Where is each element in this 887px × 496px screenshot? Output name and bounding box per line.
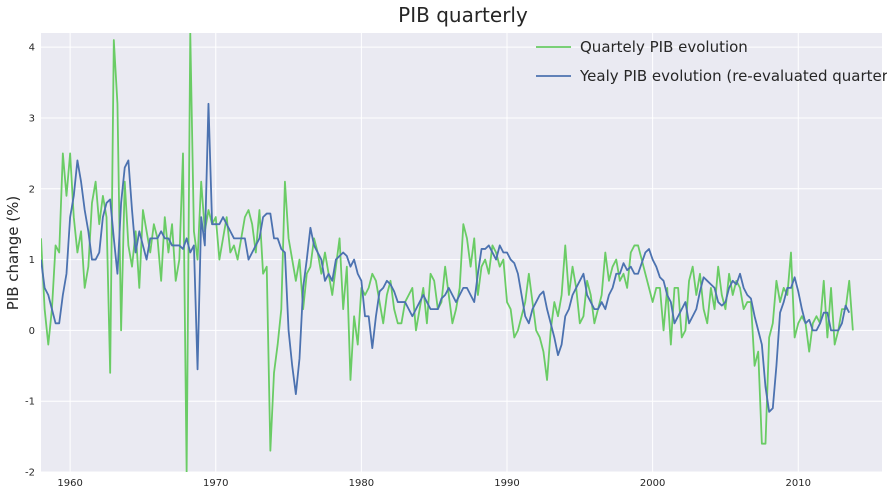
tick-labels: -2 -1 0 1 2 3 4 1960 1970 1980 1990 2000 2010 [25,43,811,489]
y-axis-label: PIB change (%) [4,196,22,310]
x-tick-label: 1980 [349,478,374,489]
legend-label: Quartely PIB evolution [580,38,748,56]
y-tick-label: 3 [29,113,35,124]
y-tick-label: 1 [29,255,35,266]
legend: Quartely PIB evolution Yealy PIB evolutio… [536,38,887,85]
x-tick-label: 1960 [57,478,82,489]
chart-title: PIB quarterly [398,3,528,27]
x-tick-label: 1990 [494,478,519,489]
x-tick-label: 1970 [203,478,228,489]
y-tick-label: 0 [29,326,35,337]
series-group [41,33,854,472]
y-tick-label: -2 [25,468,35,479]
y-tick-label: 4 [29,43,35,54]
legend-label: Yealy PIB evolution (re-evaluated quarte… [579,67,887,85]
y-tick-label: -1 [25,397,35,408]
series-line-quarterly [41,33,854,472]
x-tick-label: 2000 [640,478,665,489]
y-tick-label: 2 [29,184,35,195]
series-line-yearly [41,102,851,413]
x-tick-label: 2010 [786,478,811,489]
